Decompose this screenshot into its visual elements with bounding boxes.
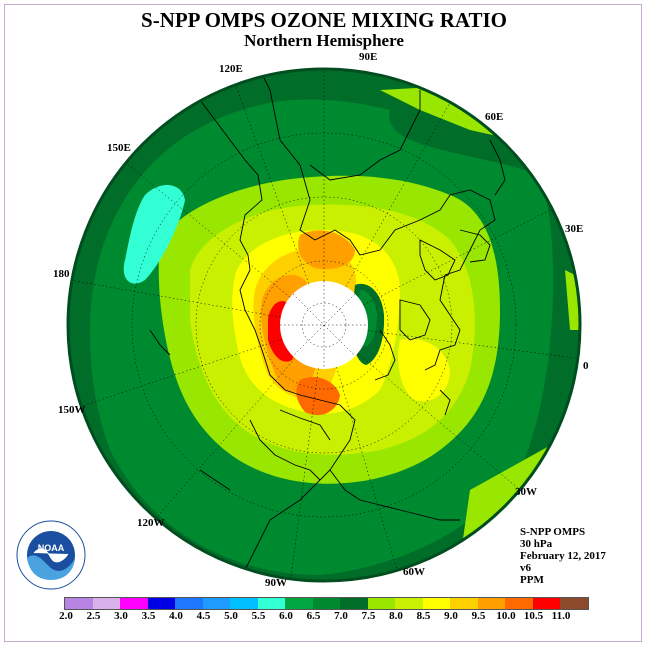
polar-night-gap [280, 281, 368, 369]
lon-label-0: 0 [583, 360, 589, 372]
lon-label-90w: 90W [265, 577, 287, 589]
colorbar-swatch [120, 598, 148, 609]
lon-label-120e: 120E [219, 63, 243, 75]
date-label: February 12, 2017 [520, 550, 606, 562]
instrument-label: S-NPP OMPS [520, 526, 586, 538]
colorbar-swatch [450, 598, 478, 609]
lon-label-60w: 60W [403, 566, 425, 578]
colorbar-tick-label: 8.5 [416, 610, 431, 622]
colorbar-tick-label: 9.0 [444, 610, 458, 622]
lon-label-120w: 120W [137, 517, 165, 529]
noaa-logo-icon: NOAA [16, 520, 86, 590]
graticule [69, 69, 580, 581]
colorbar-swatch [340, 598, 368, 609]
version-label: v6 [520, 562, 531, 574]
colorbar-tick-label: 2.5 [86, 610, 101, 622]
colorbar-swatch [367, 598, 395, 609]
colorbar-swatch [175, 598, 203, 609]
colorbar-tick-label: 3.0 [114, 610, 128, 622]
colorbar-tick-label: 3.5 [141, 610, 156, 622]
colorbar-swatch [532, 598, 560, 609]
colorbar-tick-label: 9.5 [471, 610, 486, 622]
noaa-logo-text: NOAA [38, 543, 65, 553]
colorbar-tick-label: 10.5 [523, 610, 544, 622]
metadata-block: S-NPP OMPS 30 hPa February 12, 2017 v6 P… [520, 526, 606, 586]
colorbar-swatch [230, 598, 258, 609]
colorbar-swatch [505, 598, 533, 609]
colorbar-swatch [202, 598, 230, 609]
colorbar-tick-label: 2.0 [59, 610, 73, 622]
units-label: PPM [520, 574, 544, 586]
lon-label-60e: 60E [485, 111, 504, 123]
map-boundary [66, 67, 582, 583]
colorbar-swatch [257, 598, 285, 609]
colorbar-swatch [147, 598, 175, 609]
colorbar-swatch [422, 598, 450, 609]
colorbar-tick-label: 4.0 [169, 610, 183, 622]
level-label: 30 hPa [520, 538, 553, 550]
lon-label-150w: 150W [58, 404, 86, 416]
colorbar-tick-label: 4.5 [196, 610, 211, 622]
lon-label-90e: 90E [359, 51, 378, 63]
colorbar-tick-label: 5.0 [224, 610, 238, 622]
colorbar-tick-label: 10.0 [496, 610, 516, 622]
colorbar-swatch [477, 598, 505, 609]
lon-label-30e: 30E [565, 223, 584, 235]
colorbar-swatch [65, 598, 93, 609]
colorbar-swatch [560, 598, 588, 609]
image-frame [4, 4, 642, 642]
colorbar-swatch [395, 598, 423, 609]
map-subtitle: Northern Hemisphere [244, 31, 404, 50]
map-title: S-NPP OMPS OZONE MIXING RATIO [141, 8, 507, 32]
colorbar-swatch [92, 598, 120, 609]
coastlines [149, 69, 506, 581]
colorbar-tick-label: 5.5 [251, 610, 266, 622]
colorbar-swatch [312, 598, 340, 609]
colorbar-tick-label: 7.5 [361, 610, 376, 622]
colorbar-tick-label: 11.0 [551, 610, 571, 622]
colorbar-tick-label: 6.5 [306, 610, 321, 622]
lon-label-30w: 30W [515, 486, 537, 498]
lon-label-150e: 150E [107, 142, 131, 154]
colorbar-tick-label: 8.0 [389, 610, 403, 622]
colorbar-tick-label: 7.0 [334, 610, 348, 622]
colorbar [64, 597, 589, 610]
colorbar-tick-label: 6.0 [279, 610, 293, 622]
colorbar-swatch [285, 598, 313, 609]
lon-label-180: 180 [53, 268, 70, 280]
